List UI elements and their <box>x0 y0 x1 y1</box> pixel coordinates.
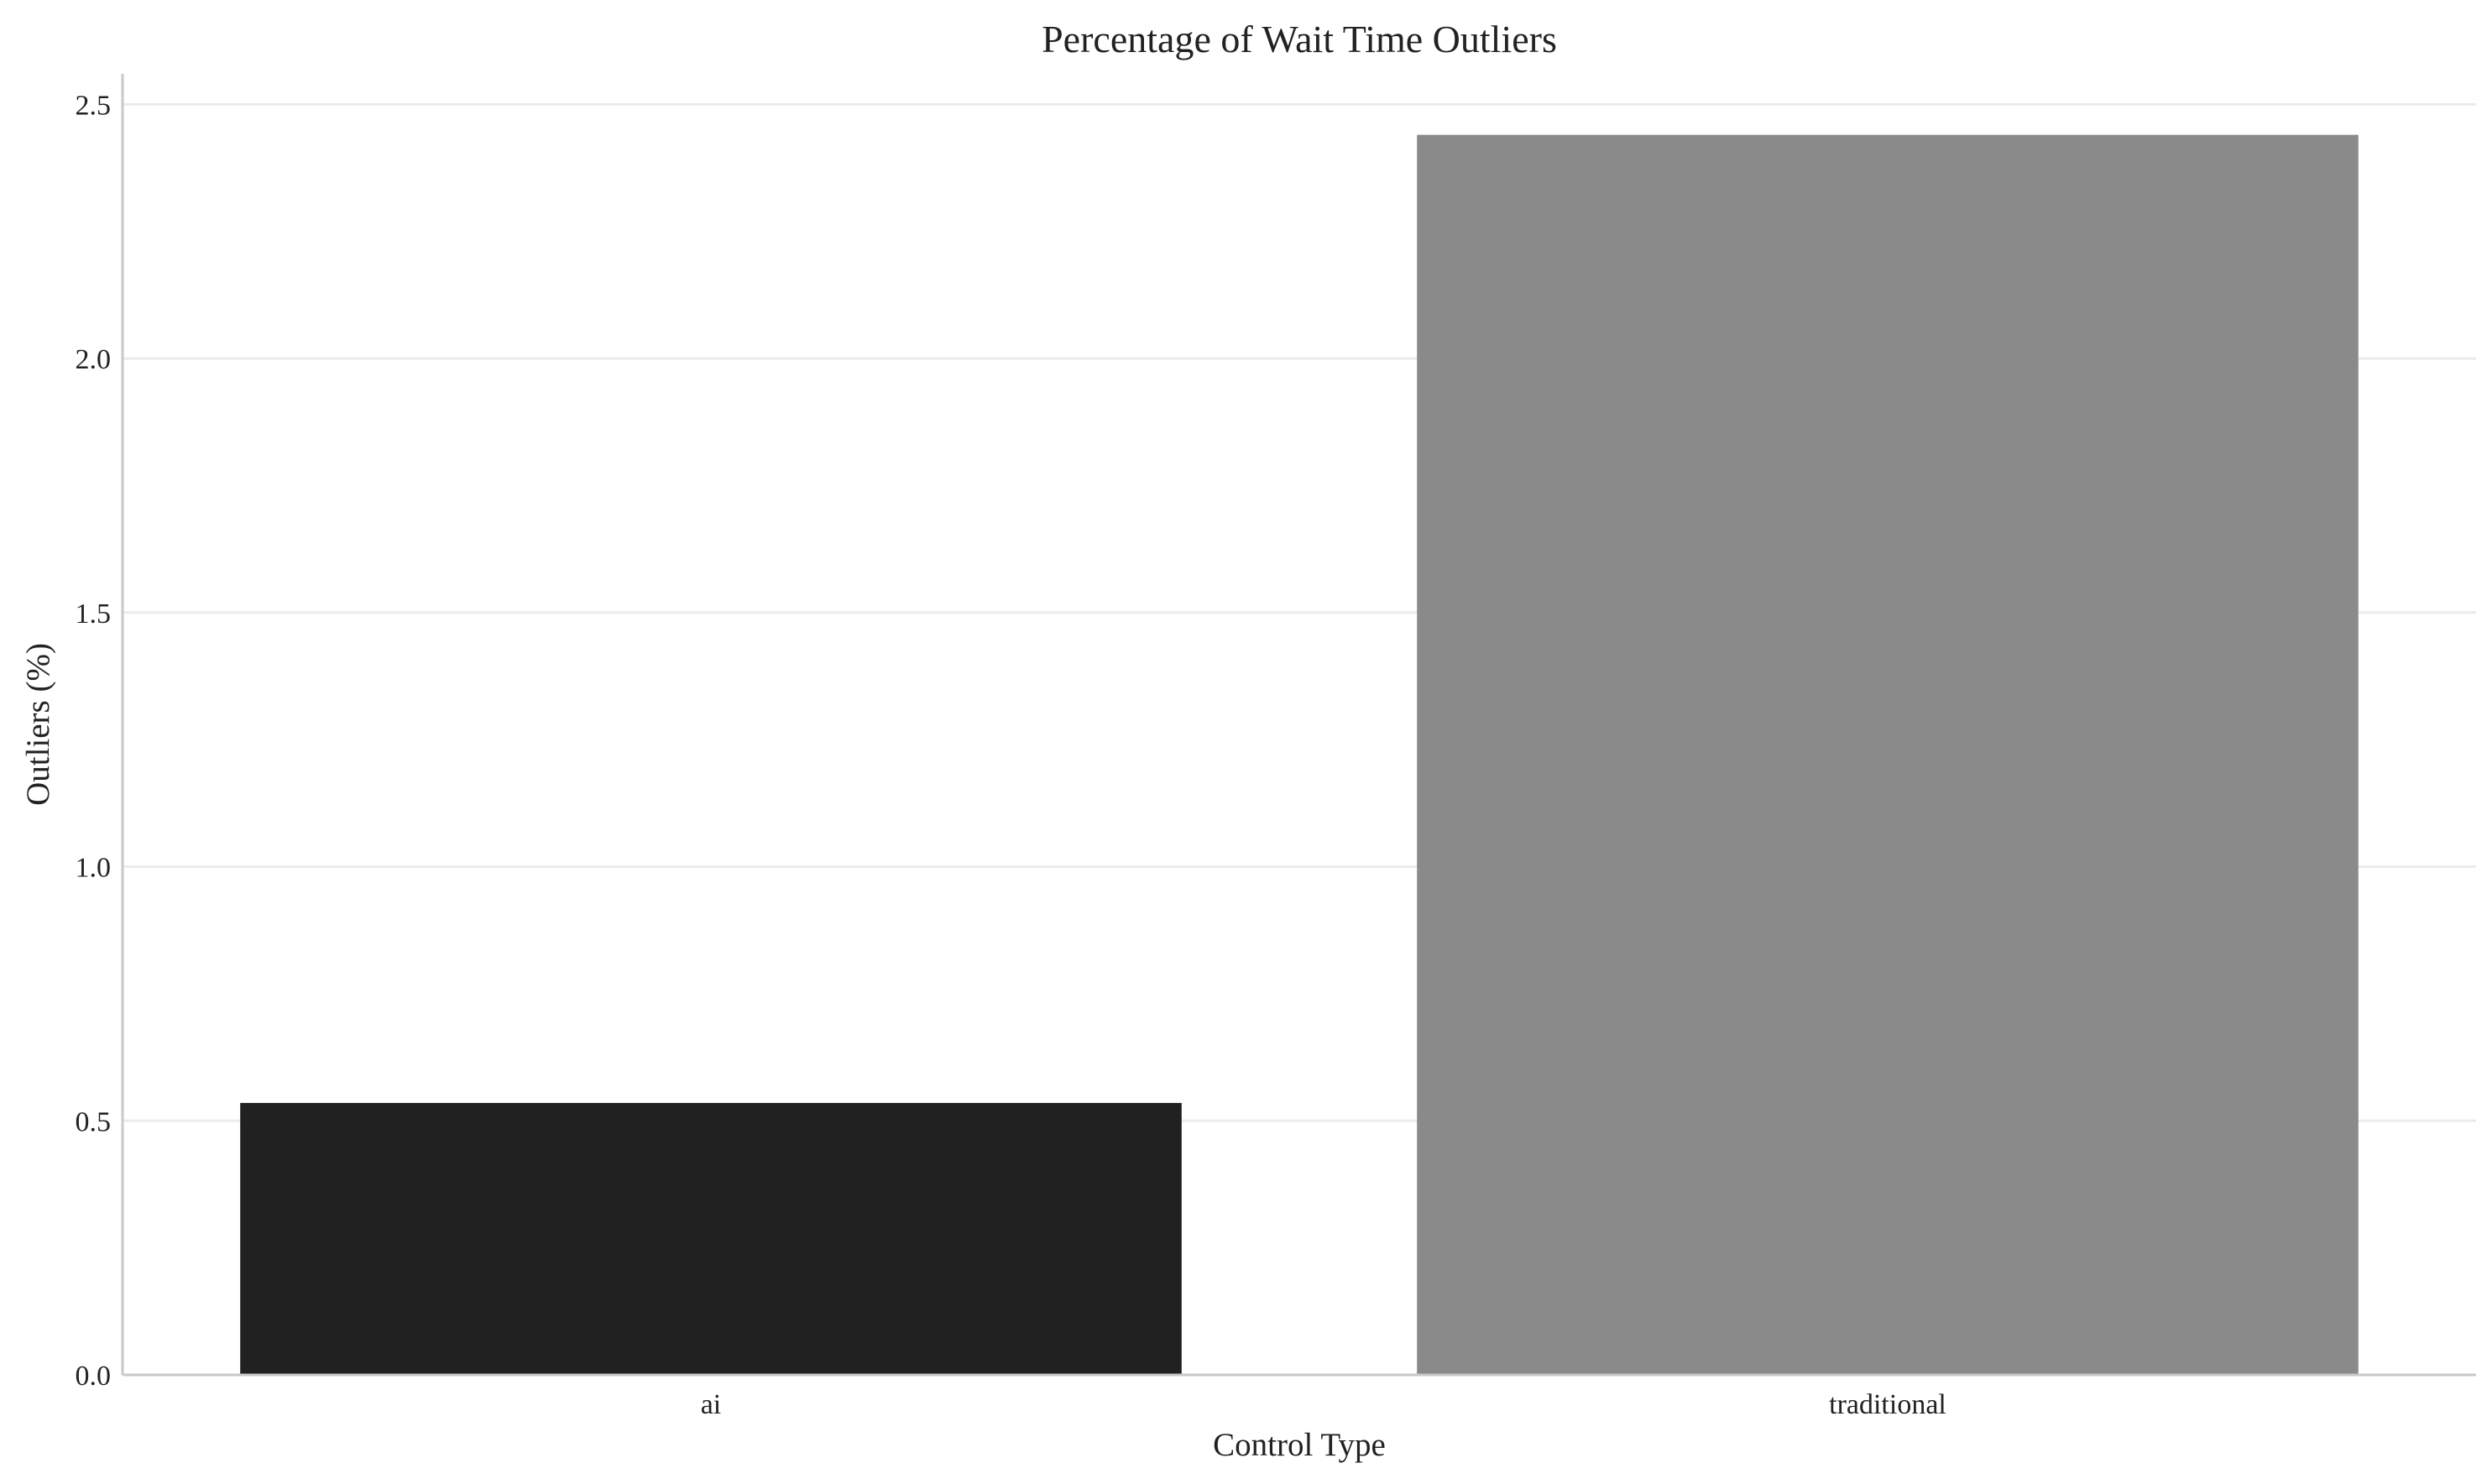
y-tick-label: 2.5 <box>76 90 112 121</box>
bar-ai <box>240 1103 1182 1375</box>
y-tick-label: 0.5 <box>76 1106 112 1137</box>
x-tick-labels: ai traditional <box>701 1389 1946 1420</box>
bars <box>240 134 2359 1375</box>
y-tick-label: 0.0 <box>76 1361 112 1392</box>
y-tick-labels: 0.0 0.5 1.0 1.5 2.0 2.5 <box>76 90 112 1392</box>
y-axis-label: Outliers (%) <box>20 643 56 806</box>
axes <box>121 74 2476 1377</box>
x-axis-label: Control Type <box>1213 1427 1386 1463</box>
y-tick-label: 1.0 <box>76 853 112 884</box>
x-tick-label: traditional <box>1829 1389 1946 1420</box>
chart-title: Percentage of Wait Time Outliers <box>1042 18 1557 60</box>
y-tick-label: 2.0 <box>76 344 112 375</box>
y-tick-label: 1.5 <box>76 598 112 630</box>
x-tick-label: ai <box>701 1389 722 1420</box>
bar-traditional <box>1417 134 2359 1375</box>
